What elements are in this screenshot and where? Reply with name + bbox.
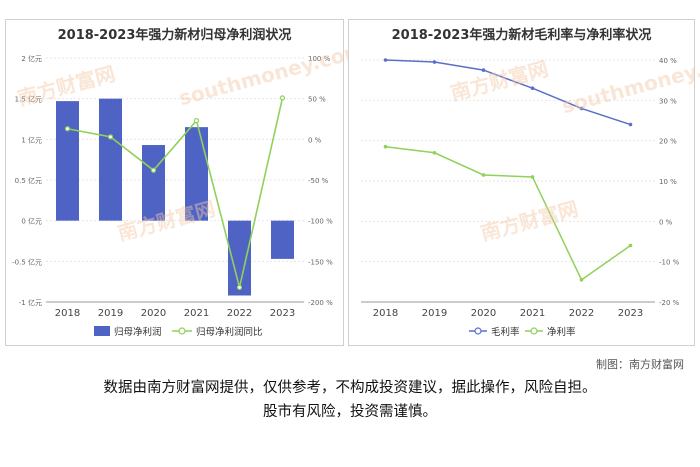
y-tick-label-left: 0 亿元 bbox=[21, 217, 42, 226]
bar bbox=[185, 127, 208, 221]
y-tick-label-right: -200 % bbox=[308, 299, 333, 307]
y-tick-label-right: -150 % bbox=[308, 258, 333, 266]
y-tick-label-left: 1.5 亿元 bbox=[15, 95, 42, 104]
line-point bbox=[579, 106, 584, 111]
legend-label: 归母净利润同比 bbox=[196, 326, 263, 338]
x-tick-label: 2018 bbox=[55, 308, 80, 319]
line-point bbox=[628, 243, 633, 248]
line-point bbox=[193, 118, 200, 124]
line-point bbox=[107, 134, 114, 140]
disclaimer-line-2: 股市有风险，投资需谨慎。 bbox=[263, 404, 437, 420]
line-point bbox=[530, 175, 535, 179]
y-tick-label: 30 % bbox=[659, 97, 677, 105]
series-line bbox=[67, 97, 284, 288]
line-point bbox=[236, 284, 243, 290]
line-point bbox=[530, 86, 535, 91]
net-profit-chart: 2 亿元 1.5 亿元 1 亿元 0.5 亿元 0 亿元 -0.5 亿元 -1 亿元 100 … bbox=[12, 54, 333, 338]
x-tick-label: 2022 bbox=[569, 308, 594, 319]
line-point bbox=[150, 167, 157, 173]
series-line bbox=[385, 145, 631, 281]
line-point bbox=[628, 122, 633, 127]
line-point bbox=[383, 144, 388, 149]
line-point bbox=[383, 58, 388, 62]
y-tick-label: 20 % bbox=[659, 138, 677, 146]
y-tick-label-left: -1 亿元 bbox=[19, 298, 42, 307]
x-tick-label: 2019 bbox=[98, 308, 123, 319]
y-tick-label-left: 0.5 亿元 bbox=[15, 176, 42, 185]
legend-swatch bbox=[94, 326, 110, 336]
y-tick-label-right: 100 % bbox=[308, 55, 331, 63]
legend-swatch-marker bbox=[530, 327, 538, 335]
legend-swatch-marker bbox=[474, 327, 482, 335]
x-tick-label: 2020 bbox=[141, 308, 166, 319]
x-tick-label: 2020 bbox=[471, 308, 496, 319]
line-point bbox=[432, 150, 437, 155]
y-tick-label-left: 2 亿元 bbox=[21, 54, 42, 63]
x-tick-label: 2019 bbox=[422, 308, 447, 319]
bar bbox=[271, 220, 294, 259]
x-tick-label: 2023 bbox=[270, 308, 295, 319]
x-tick-label: 2018 bbox=[373, 308, 398, 319]
y-tick-label-right: 50 % bbox=[308, 96, 326, 104]
line-point bbox=[481, 68, 486, 72]
line-point bbox=[64, 126, 71, 132]
margin-chart: 40 % 30 % 20 % 10 % 0 % -10 % -20 % 2018 2019 202… bbox=[361, 57, 680, 338]
chart-panel-margins: 2018-2023年强力新材毛利率与净利率状况 南方财富网 southmoney… bbox=[348, 19, 700, 346]
x-tick-label: 2022 bbox=[227, 308, 252, 319]
line-point bbox=[279, 95, 286, 101]
legend-label: 毛利率 bbox=[491, 326, 520, 338]
line-point bbox=[481, 173, 486, 177]
chart-panel-net-profit: 2018-2023年强力新材归母净利润状况 南方财富网 southmoney.c… bbox=[5, 19, 367, 346]
line-point bbox=[579, 278, 584, 282]
bar bbox=[99, 98, 122, 221]
legend-swatch-marker bbox=[178, 327, 186, 335]
y-tick-label-left: -0.5 亿元 bbox=[12, 257, 42, 266]
series-line bbox=[385, 59, 631, 126]
chart-title: 2018-2023年强力新材毛利率与净利率状况 bbox=[391, 28, 652, 43]
y-tick-label-right: -50 % bbox=[308, 177, 329, 185]
bar bbox=[56, 101, 79, 221]
x-tick-label: 2021 bbox=[520, 308, 545, 319]
y-tick-label-right: 0 % bbox=[308, 136, 322, 144]
y-tick-label: 0 % bbox=[659, 218, 673, 226]
legend-label: 净利率 bbox=[547, 326, 576, 338]
chart-credit: 制图：南方财富网 bbox=[596, 358, 684, 371]
line-point bbox=[432, 60, 437, 64]
disclaimer-line-1: 数据由南方财富网提供，仅供参考，不构成投资建议，据此操作，风险自担。 bbox=[103, 380, 597, 396]
y-tick-label: -20 % bbox=[659, 299, 680, 307]
chart-title: 2018-2023年强力新材归母净利润状况 bbox=[57, 28, 292, 43]
bar bbox=[142, 145, 165, 221]
y-tick-label: 10 % bbox=[659, 178, 677, 186]
y-tick-label-right: -100 % bbox=[308, 218, 333, 226]
y-tick-label-left: 1 亿元 bbox=[21, 135, 42, 144]
x-tick-label: 2021 bbox=[184, 308, 209, 319]
y-tick-label: -10 % bbox=[659, 259, 680, 267]
legend-label: 归母净利润 bbox=[114, 326, 162, 338]
x-tick-label: 2023 bbox=[618, 308, 643, 319]
bar bbox=[228, 220, 251, 296]
y-tick-label: 40 % bbox=[659, 57, 677, 65]
